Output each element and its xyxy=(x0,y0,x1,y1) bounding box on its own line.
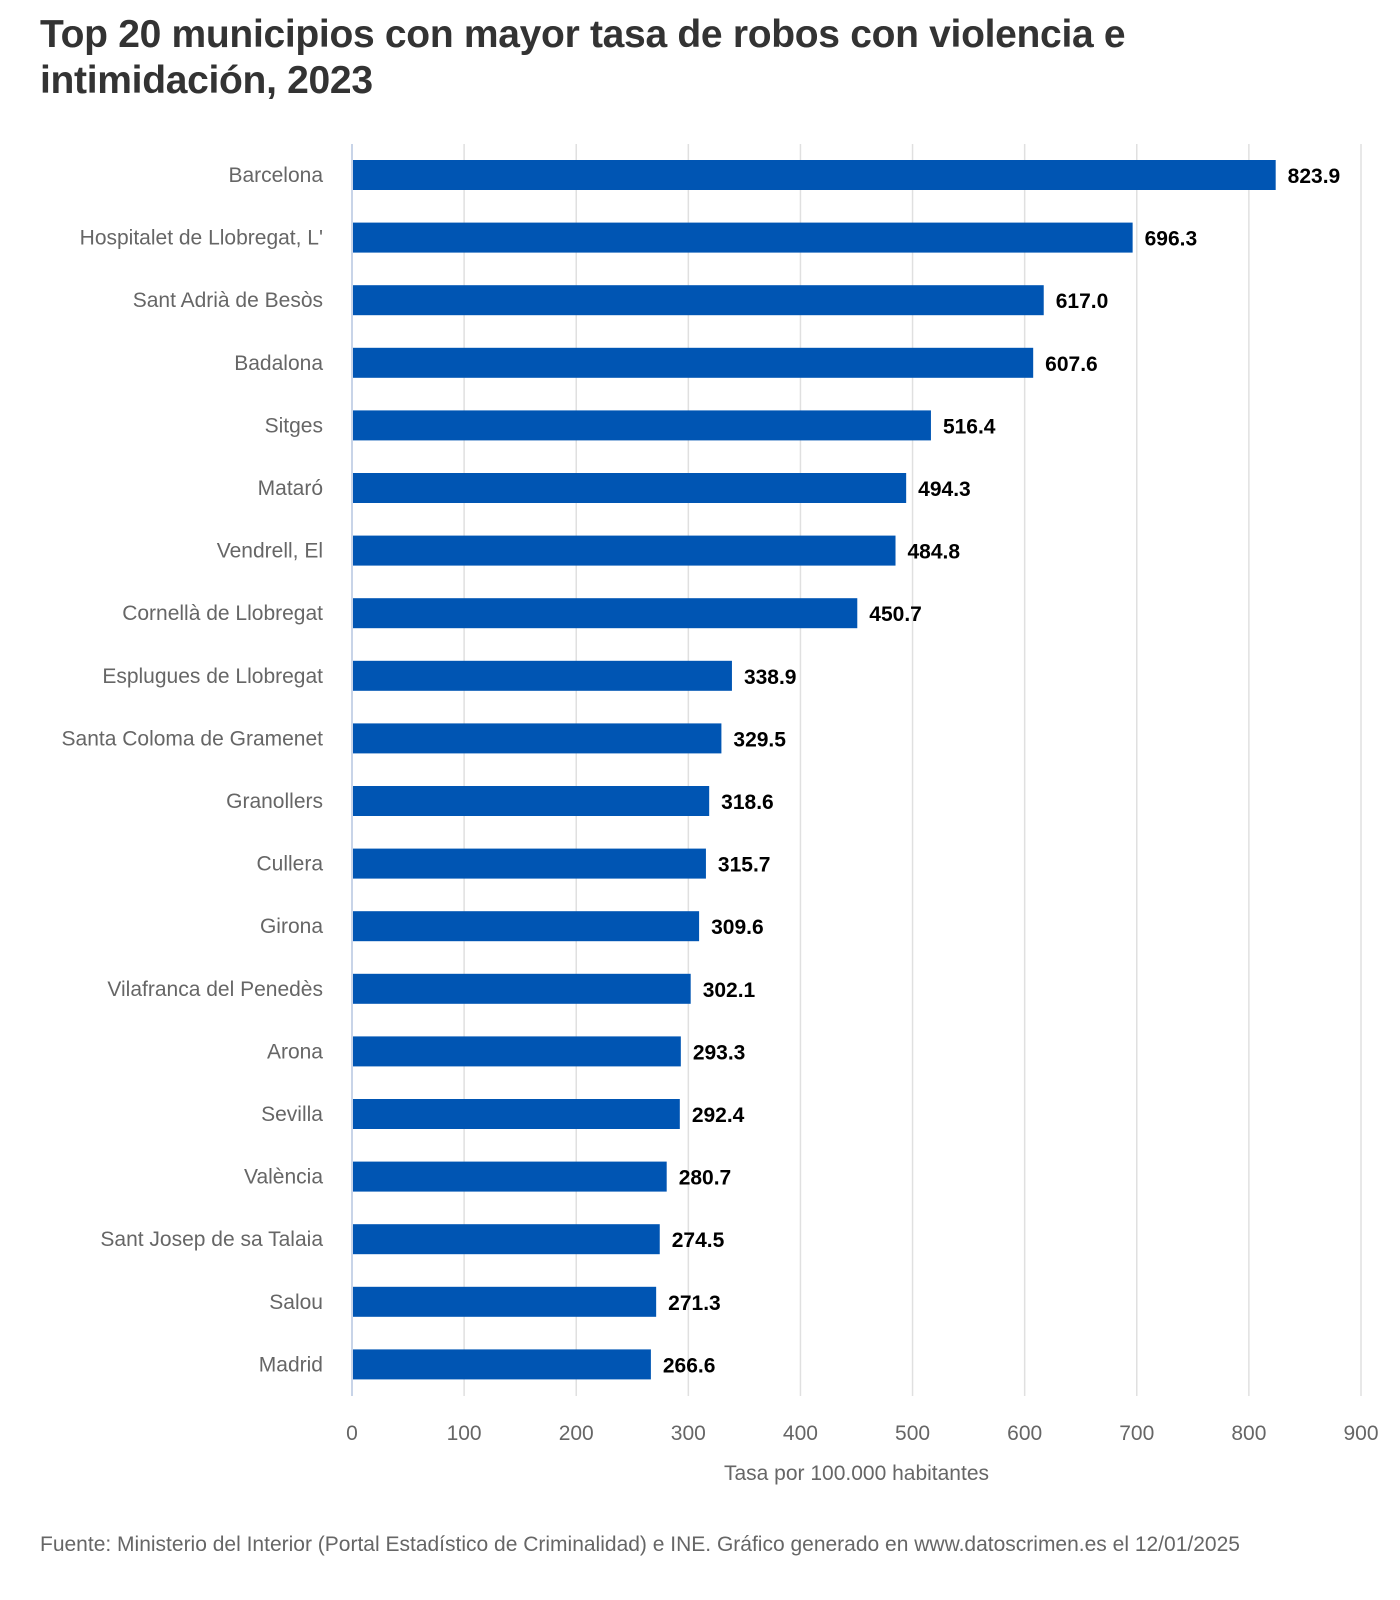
value-label: 450.7 xyxy=(869,603,922,626)
x-axis-tick-labels: 0 100 200 300 400 500 600 700 800 900 xyxy=(346,1422,1378,1445)
category-label: Cornellà de Llobregat xyxy=(122,602,323,625)
value-label: 292.4 xyxy=(692,1104,745,1127)
category-label: Esplugues de Llobregat xyxy=(102,665,323,688)
bar xyxy=(353,1161,667,1192)
bar xyxy=(353,160,1276,190)
bar xyxy=(353,973,691,1004)
bar xyxy=(353,723,722,754)
category-label: Granollers xyxy=(226,790,323,813)
x-tick-label: 500 xyxy=(895,1422,930,1445)
x-tick-label: 300 xyxy=(671,1422,706,1445)
bar xyxy=(353,347,1034,378)
chart-title: Top 20 municipios con mayor tasa de robo… xyxy=(40,13,1126,102)
bars xyxy=(353,160,1276,1380)
value-label: 494.3 xyxy=(918,478,971,501)
bar xyxy=(353,1099,680,1129)
value-label: 271.3 xyxy=(668,1292,721,1315)
value-label: 823.9 xyxy=(1288,165,1341,188)
category-label: Sant Josep de sa Talaia xyxy=(100,1228,323,1251)
x-tick-label: 600 xyxy=(1007,1422,1042,1445)
bar xyxy=(353,1286,657,1317)
category-label: Santa Coloma de Gramenet xyxy=(62,727,324,750)
value-label: 293.3 xyxy=(693,1041,746,1064)
bar xyxy=(353,848,706,879)
x-tick-label: 200 xyxy=(559,1422,594,1445)
bar xyxy=(353,911,700,942)
category-label: Girona xyxy=(260,915,323,938)
bar xyxy=(353,222,1133,253)
category-label: Cullera xyxy=(256,853,323,876)
x-tick-label: 100 xyxy=(447,1422,482,1445)
category-label: Madrid xyxy=(259,1353,323,1376)
bar xyxy=(353,410,931,441)
category-label: Vendrell, El xyxy=(217,540,323,563)
category-label: Vilafranca del Penedès xyxy=(107,978,323,1001)
x-tick-label: 0 xyxy=(346,1422,358,1445)
value-label: 274.5 xyxy=(672,1229,725,1252)
bar xyxy=(353,473,907,503)
bar xyxy=(353,1036,681,1067)
category-label: Mataró xyxy=(258,477,323,500)
value-label: 696.3 xyxy=(1145,228,1198,251)
gridlines xyxy=(463,144,1362,1396)
value-label: 329.5 xyxy=(733,728,786,751)
bar xyxy=(353,1349,651,1380)
bar xyxy=(353,598,858,629)
bar xyxy=(353,786,710,816)
category-label: Badalona xyxy=(234,352,323,375)
value-label: 318.6 xyxy=(721,791,774,814)
bar xyxy=(353,1224,660,1255)
bar xyxy=(353,285,1044,316)
value-label: 315.7 xyxy=(718,854,771,877)
source-footer: Fuente: Ministerio del Interior (Portal … xyxy=(40,1533,1240,1556)
value-label: 302.1 xyxy=(703,979,756,1002)
bar xyxy=(353,535,896,566)
x-tick-label: 900 xyxy=(1343,1422,1378,1445)
x-axis-title: Tasa por 100.000 habitantes xyxy=(724,1462,989,1485)
x-tick-label: 700 xyxy=(1119,1422,1154,1445)
category-label: Hospitalet de Llobregat, L' xyxy=(80,227,323,250)
value-labels: 823.9 696.3 617.0 607.6 516.4 494.3 484.8 450.7… xyxy=(663,165,1340,1377)
category-label: Salou xyxy=(269,1291,323,1314)
bar xyxy=(353,660,732,691)
value-label: 280.7 xyxy=(679,1167,732,1190)
value-label: 338.9 xyxy=(744,666,797,689)
value-label: 617.0 xyxy=(1056,290,1109,313)
value-label: 309.6 xyxy=(711,916,764,939)
value-label: 516.4 xyxy=(943,415,996,438)
category-label: Sitges xyxy=(265,414,323,437)
category-label: Arona xyxy=(267,1040,323,1063)
category-label: València xyxy=(244,1166,323,1189)
category-label: Sant Adrià de Besòs xyxy=(133,289,323,312)
category-label: Barcelona xyxy=(228,164,323,187)
value-label: 266.6 xyxy=(663,1354,716,1377)
x-tick-label: 400 xyxy=(783,1422,818,1445)
value-label: 484.8 xyxy=(908,541,961,564)
category-label: Sevilla xyxy=(261,1103,323,1126)
value-label: 607.6 xyxy=(1045,353,1098,376)
x-tick-label: 800 xyxy=(1231,1422,1266,1445)
category-labels: Barcelona Hospitalet de Llobregat, L' Sant… xyxy=(62,164,324,1376)
